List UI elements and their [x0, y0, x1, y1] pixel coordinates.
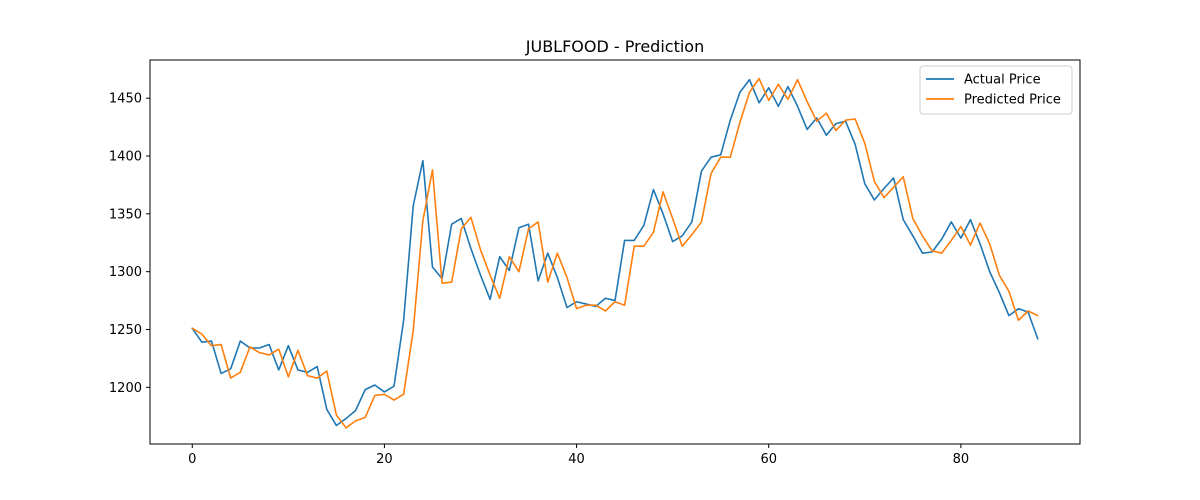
chart-title: JUBLFOOD - Prediction — [525, 37, 704, 56]
x-tick-label: 40 — [568, 452, 585, 467]
y-tick-label: 1300 — [109, 265, 142, 280]
legend: Actual Price Predicted Price — [919, 65, 1073, 115]
y-tick-label: 1250 — [109, 323, 142, 338]
series-line-predicted-price — [191, 77, 1039, 429]
axes-frame — [149, 59, 1081, 445]
legend-box — [919, 65, 1073, 115]
legend-label: Actual Price — [964, 73, 1041, 88]
x-tick-label: 0 — [188, 452, 196, 467]
x-tick-label: 60 — [760, 452, 777, 467]
y-tick-label: 1450 — [109, 92, 142, 107]
y-tick-label: 1200 — [109, 381, 142, 396]
x-tick-label: 80 — [953, 452, 970, 467]
x-tick-label: 20 — [376, 452, 393, 467]
y-tick-label: 1400 — [109, 150, 142, 165]
legend-label: Predicted Price — [964, 93, 1061, 108]
series-line-actual-price — [191, 78, 1039, 427]
plot-area: 0 20 40 60 80 1200 1250 1300 1350 1400 1450 Actual … — [109, 59, 1081, 467]
y-tick-label: 1350 — [109, 207, 142, 222]
